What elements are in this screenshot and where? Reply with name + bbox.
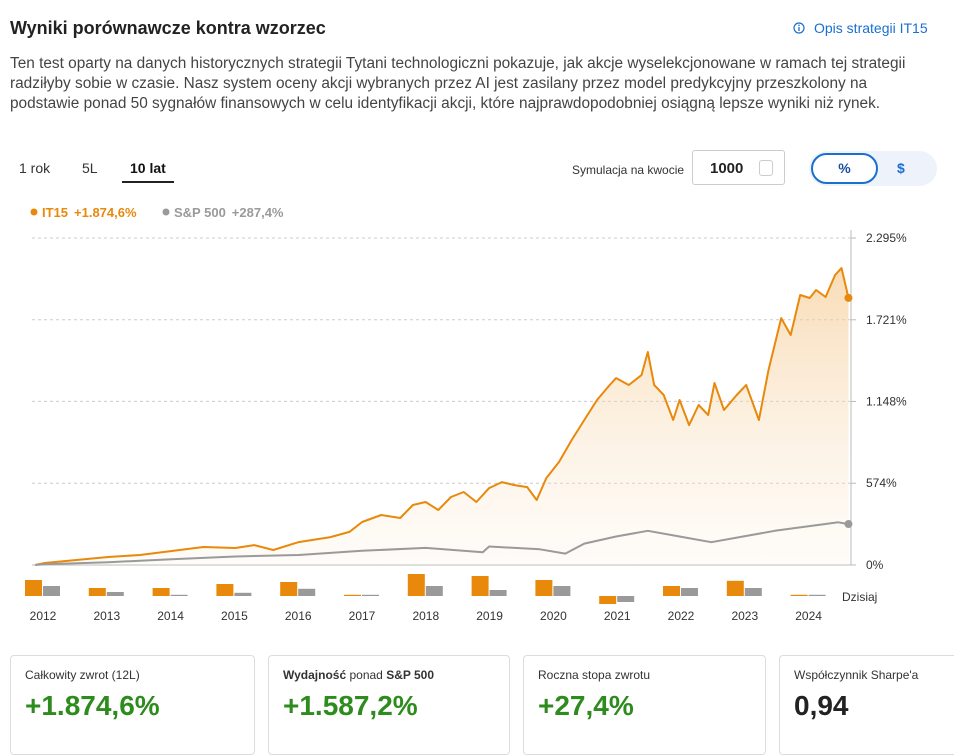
link-text[interactable]: Opis strategii IT15 xyxy=(814,20,928,36)
x-tick-label: 2018 xyxy=(412,609,439,623)
bar xyxy=(808,594,826,596)
bar xyxy=(663,586,680,596)
bar xyxy=(726,580,744,596)
bar xyxy=(599,596,617,604)
tab[interactable]: 1 rok xyxy=(19,160,51,176)
legend-dot xyxy=(30,208,38,216)
card-value: +1.587,2% xyxy=(283,690,418,721)
stat-card: Współczynnik Sharpe'a 0,94 xyxy=(779,655,954,755)
bar xyxy=(790,594,808,596)
title: Wyniki porównawcze kontra wzorzec xyxy=(10,18,326,38)
area xyxy=(35,268,849,565)
card-label: Całkowity zwrot (12L) xyxy=(25,668,140,682)
bar xyxy=(280,582,298,596)
bar xyxy=(407,574,425,596)
x-tick-label: 2012 xyxy=(30,609,57,623)
legend-total: +287,4% xyxy=(232,205,284,220)
y-tick-label: 2.295% xyxy=(866,231,907,245)
bar xyxy=(489,590,507,596)
bar xyxy=(471,576,489,596)
x-tick-label: 2016 xyxy=(285,609,312,623)
toggle-dollar[interactable]: $ xyxy=(897,160,905,176)
bar xyxy=(362,594,379,596)
legend-dot xyxy=(162,208,170,216)
bar xyxy=(535,580,553,596)
bar xyxy=(425,586,443,596)
bar xyxy=(88,588,106,596)
label-part: S&P 500 xyxy=(386,668,434,682)
legend-total: +1.874,6% xyxy=(74,205,137,220)
card-value: +1.874,6% xyxy=(25,690,160,721)
unit-toggle: % $ xyxy=(809,151,937,186)
line xyxy=(35,521,849,566)
stat-card: Całkowity zwrot (12L) +1.874,6% xyxy=(10,655,255,755)
legend-entry: IT15 +1.874,6% xyxy=(42,205,137,220)
x-tick-label: 2017 xyxy=(349,609,376,623)
bar xyxy=(617,596,635,602)
bar xyxy=(681,588,698,596)
line xyxy=(34,267,850,566)
card-value: 0,94 xyxy=(794,690,849,721)
bar xyxy=(216,584,234,596)
bar xyxy=(298,588,316,596)
chart: 2.295% 1.721% 1.148% 574% 0% IT15 +1.874,6% S&P… xyxy=(25,205,907,623)
label-part: Współczynnik Sharpe'a xyxy=(794,668,919,682)
card-label: Wydajność ponad S&P 500 xyxy=(283,668,434,682)
x-tick-label: 2015 xyxy=(221,609,248,623)
legend-name: IT15 xyxy=(42,205,68,220)
legend-entry: S&P 500 +287,4% xyxy=(174,205,284,220)
y-tick-label: 574% xyxy=(866,476,897,490)
page: Wyniki porównawcze kontra wzorzec Opis s… xyxy=(10,18,954,755)
y-tick-label: 0% xyxy=(866,558,884,572)
x-tick-label: 2014 xyxy=(157,609,184,623)
end-dot xyxy=(844,520,853,529)
bar xyxy=(106,592,124,596)
legend-name: S&P 500 xyxy=(174,205,226,220)
description: Ten test oparty na danych historycznych … xyxy=(10,55,906,112)
strategy-link[interactable]: Opis strategii IT15 xyxy=(793,20,928,36)
simulation-label: Symulacja na kwocie xyxy=(572,163,685,177)
y-tick-label: 1.148% xyxy=(866,394,907,408)
card-label: Roczna stopa zwrotu xyxy=(538,668,650,682)
stat-card: Wydajność ponad S&P 500 +1.587,2% xyxy=(268,655,510,755)
toggle-percent[interactable]: % xyxy=(811,153,878,184)
bar xyxy=(170,594,188,596)
card-label: Współczynnik Sharpe'a xyxy=(794,668,918,682)
x-tick-label: 2021 xyxy=(604,609,631,623)
info-icon xyxy=(793,22,805,34)
tab-underline xyxy=(122,181,174,183)
x-tick-label: 2013 xyxy=(93,609,120,623)
bar xyxy=(43,586,60,596)
y-tick-label: 1.721% xyxy=(866,313,907,327)
label-part: Roczna stopa zwrotu xyxy=(538,668,651,682)
end-dot xyxy=(844,293,853,302)
tab[interactable]: 5L xyxy=(82,160,98,176)
tab-active[interactable]: 10 lat xyxy=(130,160,166,176)
x-tick-label: 2024 xyxy=(795,609,822,623)
bar xyxy=(553,586,571,596)
bar xyxy=(25,580,42,596)
stat-card: Roczna stopa zwrotu +27,4% xyxy=(523,655,766,755)
amount-value: 1000 xyxy=(710,160,744,177)
label-part: ponad xyxy=(346,668,387,682)
label-part: Całkowity zwrot (12L) xyxy=(25,668,140,682)
x-tick-label: 2023 xyxy=(731,609,758,623)
spinner[interactable] xyxy=(759,160,773,176)
x-tick-label: 2019 xyxy=(476,609,503,623)
x-tick-label: 2020 xyxy=(540,609,567,623)
bar xyxy=(344,594,361,596)
bar xyxy=(744,588,762,596)
amount-input[interactable]: 1000 xyxy=(692,150,785,185)
annotation: Dzisiaj xyxy=(842,590,877,604)
label-part: Wydajność xyxy=(283,668,347,682)
x-tick-label: 2022 xyxy=(668,609,695,623)
card-value: +27,4% xyxy=(538,690,634,721)
bar xyxy=(152,588,170,596)
bar xyxy=(234,592,252,596)
